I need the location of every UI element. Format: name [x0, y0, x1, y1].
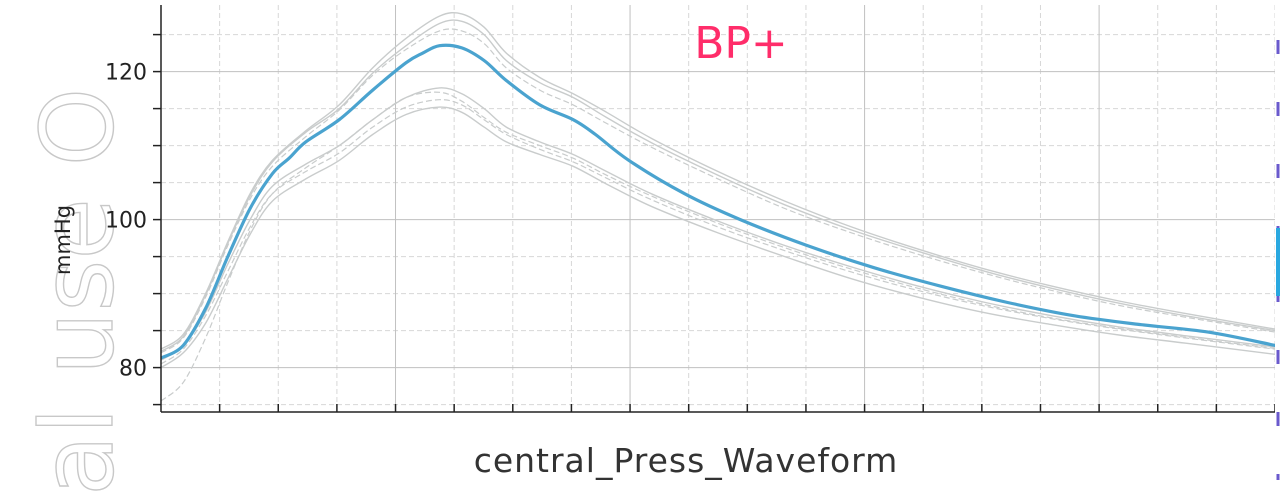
average-series-group	[161, 43, 1275, 360]
average-series-line	[161, 43, 1275, 360]
minor-grid	[161, 5, 1276, 412]
watermark-text: al use O	[19, 88, 136, 496]
beat-series-line	[161, 11, 1275, 350]
y-axis-title: mmHg	[51, 205, 75, 275]
brand-label: BP+	[694, 18, 788, 69]
y-tick-labels: 80 100 120	[105, 61, 147, 382]
beat-series-group	[161, 11, 1275, 402]
beat-series-line	[161, 87, 1275, 361]
beat-series-line	[161, 28, 1275, 354]
beat-series-line	[161, 19, 1275, 352]
y-tick-label: 100	[105, 209, 147, 234]
y-tick-label: 120	[105, 61, 147, 86]
y-tick-label: 80	[119, 357, 147, 382]
axes-group	[153, 5, 1276, 413]
x-axis-title: central_Press_Waveform	[474, 441, 899, 480]
beat-series-line	[161, 106, 1275, 369]
beat-series-line	[161, 99, 1275, 365]
beat-series-line	[161, 91, 1275, 402]
